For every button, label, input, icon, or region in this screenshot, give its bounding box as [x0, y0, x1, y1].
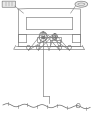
FancyBboxPatch shape — [2, 1, 15, 7]
Ellipse shape — [75, 1, 88, 7]
Bar — [37, 37, 61, 42]
